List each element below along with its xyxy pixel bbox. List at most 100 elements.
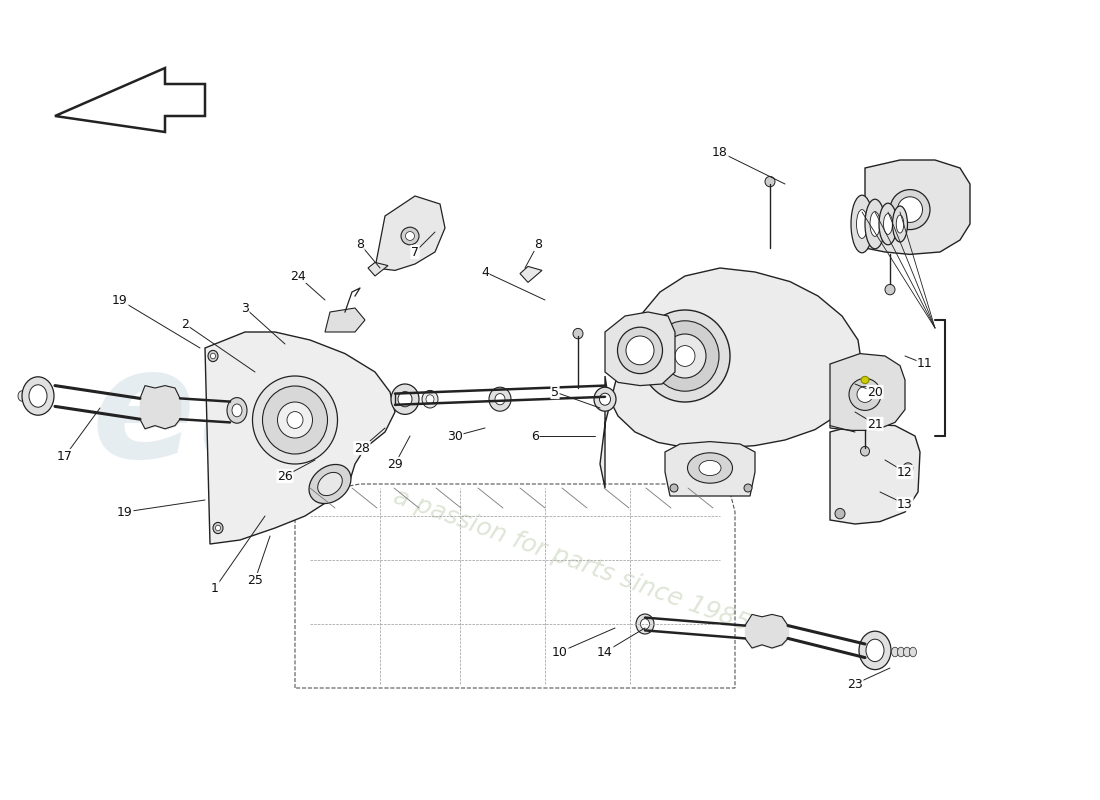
Ellipse shape bbox=[277, 402, 312, 438]
Text: 3: 3 bbox=[241, 302, 249, 314]
Ellipse shape bbox=[640, 619, 649, 629]
Ellipse shape bbox=[898, 647, 904, 657]
Ellipse shape bbox=[698, 460, 720, 475]
Ellipse shape bbox=[36, 391, 44, 402]
Ellipse shape bbox=[636, 614, 654, 634]
Ellipse shape bbox=[402, 227, 419, 245]
Ellipse shape bbox=[886, 284, 895, 294]
Ellipse shape bbox=[835, 509, 845, 519]
Ellipse shape bbox=[857, 210, 868, 238]
Ellipse shape bbox=[22, 377, 54, 415]
Text: 29: 29 bbox=[387, 458, 403, 470]
Ellipse shape bbox=[213, 522, 223, 534]
Ellipse shape bbox=[903, 462, 913, 474]
Ellipse shape bbox=[227, 398, 248, 423]
Ellipse shape bbox=[892, 206, 907, 242]
Text: 5: 5 bbox=[551, 386, 559, 398]
Ellipse shape bbox=[216, 525, 220, 531]
Text: 10: 10 bbox=[552, 646, 568, 658]
Ellipse shape bbox=[422, 390, 438, 408]
Ellipse shape bbox=[670, 484, 678, 492]
Text: 8: 8 bbox=[534, 238, 542, 250]
Ellipse shape bbox=[859, 631, 891, 670]
Ellipse shape bbox=[495, 394, 505, 405]
Ellipse shape bbox=[744, 484, 752, 492]
Polygon shape bbox=[865, 160, 970, 254]
Text: 18: 18 bbox=[712, 146, 728, 158]
Text: 25: 25 bbox=[248, 574, 263, 586]
Ellipse shape bbox=[24, 391, 32, 402]
Ellipse shape bbox=[318, 472, 342, 496]
Text: 11: 11 bbox=[917, 358, 933, 370]
Ellipse shape bbox=[866, 639, 884, 662]
Text: 19: 19 bbox=[117, 506, 133, 518]
Text: 1: 1 bbox=[211, 582, 219, 594]
Polygon shape bbox=[600, 268, 862, 488]
Ellipse shape bbox=[849, 378, 881, 410]
Text: a passion for parts since 1985: a passion for parts since 1985 bbox=[390, 484, 754, 636]
Ellipse shape bbox=[490, 387, 512, 411]
Text: 2: 2 bbox=[182, 318, 189, 330]
Ellipse shape bbox=[903, 647, 911, 657]
Polygon shape bbox=[830, 424, 920, 524]
Text: 30: 30 bbox=[447, 430, 463, 442]
Text: 19: 19 bbox=[112, 294, 128, 306]
Polygon shape bbox=[368, 262, 388, 276]
Polygon shape bbox=[830, 354, 905, 430]
Ellipse shape bbox=[688, 453, 733, 483]
Ellipse shape bbox=[573, 328, 583, 339]
Polygon shape bbox=[55, 68, 205, 132]
Polygon shape bbox=[605, 312, 675, 386]
Ellipse shape bbox=[406, 232, 415, 240]
Text: 21: 21 bbox=[867, 418, 883, 430]
Ellipse shape bbox=[309, 465, 351, 503]
Text: 23: 23 bbox=[847, 678, 862, 690]
Ellipse shape bbox=[390, 384, 419, 414]
Ellipse shape bbox=[594, 387, 616, 411]
Text: 4: 4 bbox=[481, 266, 488, 278]
Text: 12: 12 bbox=[898, 466, 913, 478]
Text: 28: 28 bbox=[354, 442, 370, 454]
Ellipse shape bbox=[865, 199, 886, 249]
Ellipse shape bbox=[860, 446, 869, 456]
Ellipse shape bbox=[896, 215, 904, 233]
Ellipse shape bbox=[640, 310, 730, 402]
Text: 8: 8 bbox=[356, 238, 364, 250]
Ellipse shape bbox=[851, 195, 873, 253]
Text: 7: 7 bbox=[411, 246, 419, 258]
Ellipse shape bbox=[764, 176, 776, 187]
Ellipse shape bbox=[287, 411, 303, 429]
Ellipse shape bbox=[18, 391, 26, 402]
Text: 20: 20 bbox=[867, 386, 883, 398]
Ellipse shape bbox=[600, 393, 610, 405]
Ellipse shape bbox=[879, 203, 896, 245]
Ellipse shape bbox=[42, 391, 50, 402]
Ellipse shape bbox=[861, 376, 869, 384]
Ellipse shape bbox=[263, 386, 328, 454]
Ellipse shape bbox=[898, 197, 923, 222]
Text: 13: 13 bbox=[898, 498, 913, 510]
Ellipse shape bbox=[890, 190, 930, 230]
Ellipse shape bbox=[232, 404, 242, 417]
Ellipse shape bbox=[870, 212, 880, 237]
Ellipse shape bbox=[626, 336, 654, 365]
Polygon shape bbox=[324, 308, 365, 332]
Ellipse shape bbox=[29, 385, 47, 407]
Text: 24: 24 bbox=[290, 270, 306, 282]
Ellipse shape bbox=[891, 647, 899, 657]
Ellipse shape bbox=[664, 334, 706, 378]
Polygon shape bbox=[520, 266, 542, 282]
Text: eu: eu bbox=[91, 342, 305, 490]
Ellipse shape bbox=[253, 376, 338, 464]
Ellipse shape bbox=[30, 391, 38, 402]
Text: 17: 17 bbox=[57, 450, 73, 462]
Polygon shape bbox=[205, 332, 395, 544]
Ellipse shape bbox=[883, 214, 892, 234]
Ellipse shape bbox=[910, 647, 916, 657]
Ellipse shape bbox=[857, 386, 873, 402]
Ellipse shape bbox=[617, 327, 662, 374]
Ellipse shape bbox=[426, 395, 434, 403]
Text: 26: 26 bbox=[277, 470, 293, 482]
Ellipse shape bbox=[675, 346, 695, 366]
Polygon shape bbox=[375, 196, 446, 270]
